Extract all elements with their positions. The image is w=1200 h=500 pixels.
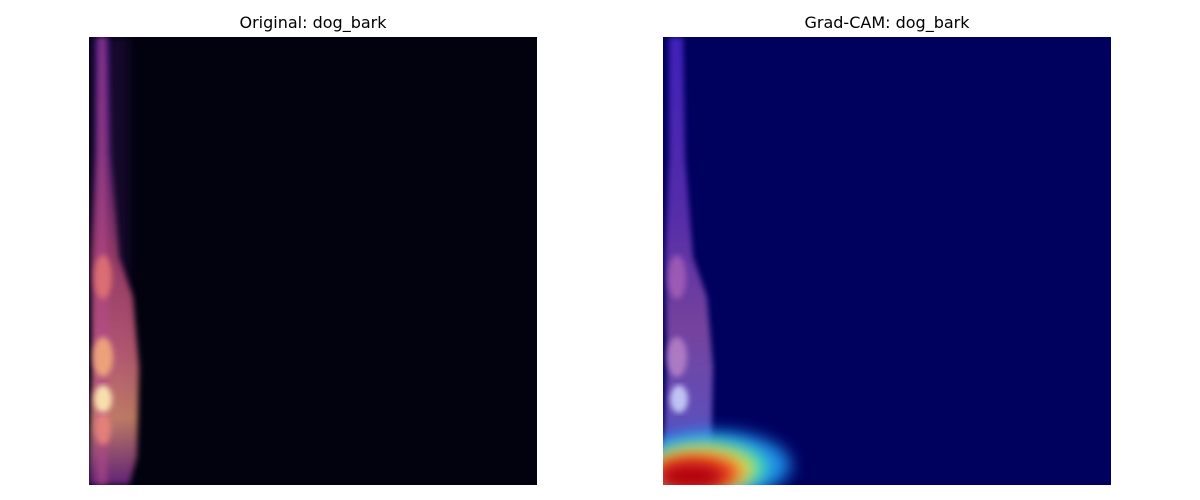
original-spectrogram-image xyxy=(89,37,537,485)
grad-cam-image-title: Grad-CAM: dog_bark xyxy=(804,13,970,32)
original-image-title: Original: dog_bark xyxy=(239,13,387,32)
grad-cam-heatmap-image xyxy=(663,37,1111,485)
